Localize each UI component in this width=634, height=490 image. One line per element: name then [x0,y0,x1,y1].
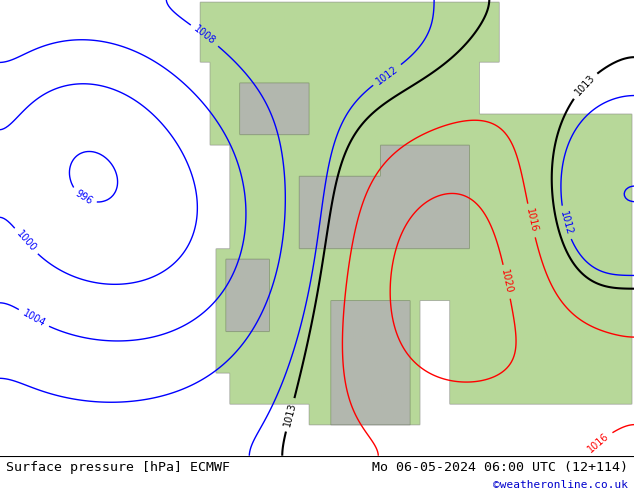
Text: 1008: 1008 [192,24,217,47]
Text: 1020: 1020 [500,269,514,295]
Text: 1012: 1012 [557,209,574,236]
Text: 1013: 1013 [573,73,597,98]
Text: 1012: 1012 [374,64,400,86]
Text: 1016: 1016 [586,431,611,454]
Text: 1004: 1004 [20,308,47,329]
Text: Surface pressure [hPa] ECMWF: Surface pressure [hPa] ECMWF [6,461,230,474]
Text: 996: 996 [73,189,94,207]
Text: 1016: 1016 [524,208,539,234]
Text: ©weatheronline.co.uk: ©weatheronline.co.uk [493,480,628,490]
Text: 1013: 1013 [282,402,298,428]
Text: 1000: 1000 [14,229,38,254]
Text: Mo 06-05-2024 06:00 UTC (12+114): Mo 06-05-2024 06:00 UTC (12+114) [372,461,628,474]
